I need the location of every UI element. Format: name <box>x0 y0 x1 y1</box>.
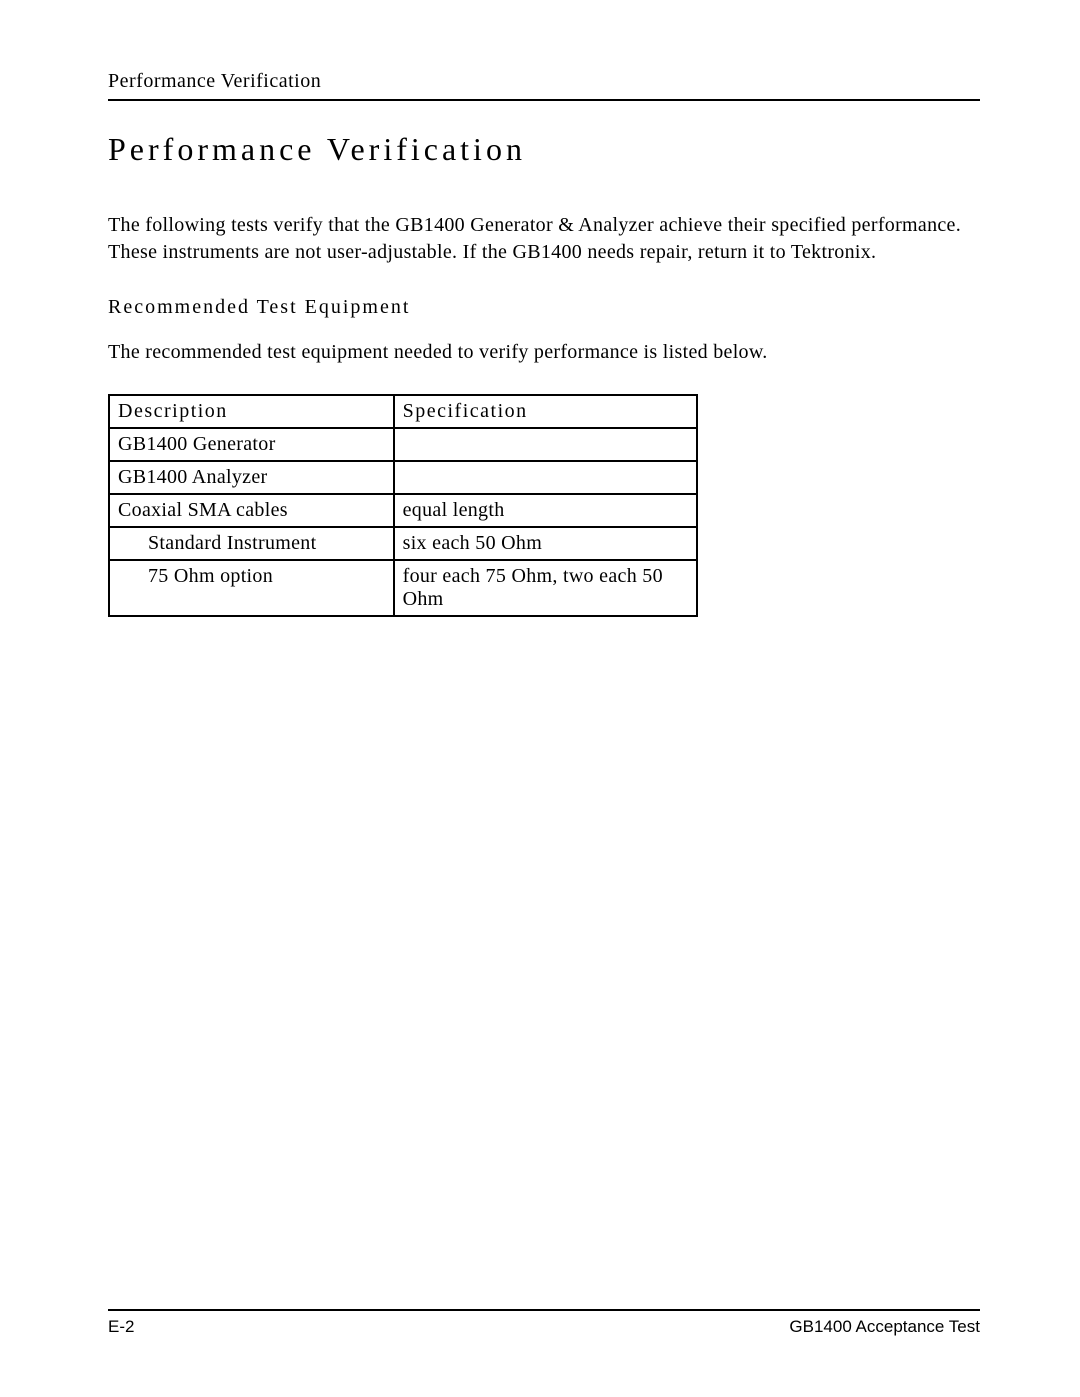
section-subhead: Recommended Test Equipment <box>108 296 980 319</box>
table-row: GB1400 Analyzer <box>109 461 697 494</box>
table-header-specification: Specification <box>394 395 697 428</box>
cell-description: GB1400 Analyzer <box>109 461 394 494</box>
cell-specification: equal length <box>394 494 697 527</box>
page: Performance Verification Performance Ver… <box>0 0 1080 1397</box>
table-row: Coaxial SMA cables equal length <box>109 494 697 527</box>
table-row: Standard Instrument six each 50 Ohm <box>109 527 697 560</box>
table-row: 75 Ohm option four each 75 Ohm, two each… <box>109 560 697 616</box>
running-head: Performance Verification <box>108 70 980 101</box>
equipment-table: Description Specification GB1400 Generat… <box>108 394 698 617</box>
subhead-paragraph: The recommended test equipment needed to… <box>108 339 978 366</box>
cell-description: GB1400 Generator <box>109 428 394 461</box>
intro-paragraph: The following tests verify that the GB14… <box>108 212 978 266</box>
footer-doc-title: GB1400 Acceptance Test <box>789 1317 980 1337</box>
cell-description: 75 Ohm option <box>109 560 394 616</box>
cell-specification <box>394 461 697 494</box>
cell-specification: four each 75 Ohm, two each 50 Ohm <box>394 560 697 616</box>
cell-specification <box>394 428 697 461</box>
footer-page-number: E-2 <box>108 1317 134 1337</box>
table-header-row: Description Specification <box>109 395 697 428</box>
cell-description: Coaxial SMA cables <box>109 494 394 527</box>
table-header-description: Description <box>109 395 394 428</box>
table-row: GB1400 Generator <box>109 428 697 461</box>
page-footer: E-2 GB1400 Acceptance Test <box>108 1309 980 1337</box>
cell-description: Standard Instrument <box>109 527 394 560</box>
page-title: Performance Verification <box>108 131 980 168</box>
cell-specification: six each 50 Ohm <box>394 527 697 560</box>
